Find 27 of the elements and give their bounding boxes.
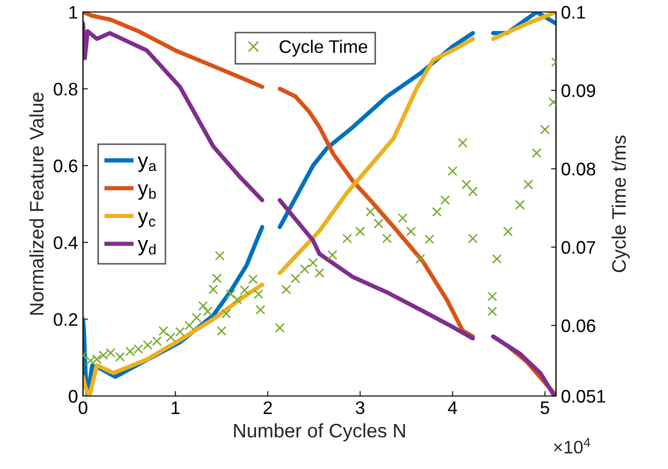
y2-tick-label: 0.08 [562,162,596,176]
text: ×10$^{4}$ [554,438,590,454]
y2-tick-label: 0.051 [562,390,606,403]
legend-label: y$_{c}$ [138,212,156,228]
x-tick-label: 2 [264,401,272,414]
legend-label: Cycle Time [280,40,368,57]
legend-label: y$_{b}$ [138,184,156,200]
y-tick-label: 0.4 [54,236,78,250]
y2-tick-label: 0.09 [562,84,596,98]
x-tick-label: 5 [540,402,550,414]
y-tick-label: 0.6 [54,160,78,172]
y-tick-label: 0 [68,390,78,403]
x-tick-label: 1 [172,402,180,414]
y2-tick-label: 0.06 [562,319,596,332]
y-tick-label: 0.8 [54,82,78,96]
y2-axis-title: Cycle Time t/ms [612,136,630,272]
x-axis-title: Number of Cycles N [234,423,405,442]
y-tick-label: 0.2 [54,313,78,326]
x-tick-label: 3 [356,401,364,414]
y2-tick-label: 0.07 [562,241,596,254]
y-tick-label: 1 [69,6,78,19]
y2-tick-label: 0.1 [562,6,586,19]
x-tick-label: 4 [448,402,458,414]
legend-label: y$_{d}$ [138,240,156,256]
legend-label: y$_{a}$ [138,156,156,172]
y-axis-title: Normalized Feature Value [29,92,44,315]
x-tick-label: 0 [78,401,88,414]
